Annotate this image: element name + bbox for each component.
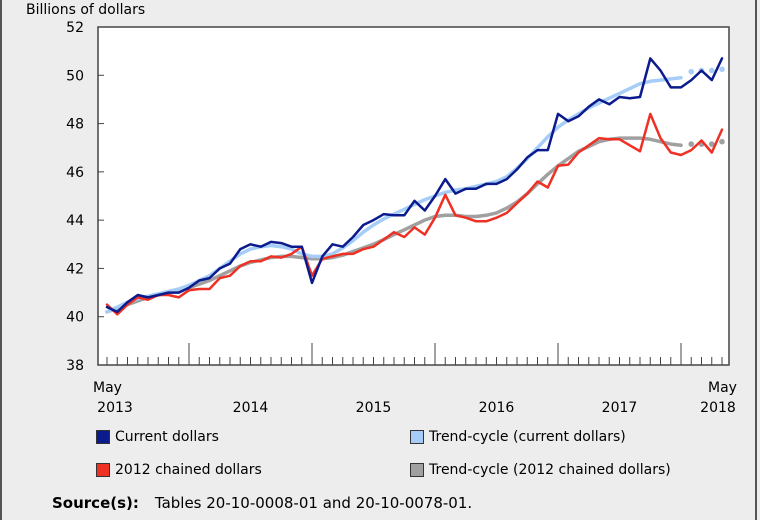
x-tick-year: 2016 [479, 400, 515, 416]
projected-point [708, 141, 715, 147]
y-tick-label: 44 [66, 213, 84, 229]
series-line-2 [105, 112, 724, 316]
y-tick-label: 40 [66, 310, 84, 326]
projected-point [708, 67, 715, 74]
projected-point [688, 141, 695, 147]
y-tick-label: 38 [66, 358, 84, 374]
y-axis-label: Billions of dollars [26, 2, 146, 18]
x-tick-year: 2013 [97, 400, 133, 416]
legend-label: Trend-cycle (current dollars) [429, 429, 626, 445]
projected-point [688, 68, 695, 75]
series-line-0 [105, 57, 724, 314]
legend-item-trend-chained: Trend-cycle (2012 chained dollars) [410, 462, 671, 478]
legend-label: Current dollars [115, 429, 219, 445]
y-tick-label: 48 [66, 117, 84, 133]
legend-swatch [96, 430, 110, 444]
legend-item-chained-dollars: 2012 chained dollars [96, 462, 262, 478]
source-label: Source(s): [52, 494, 139, 512]
legend-item-trend-current: Trend-cycle (current dollars) [410, 429, 626, 445]
x-tick-year: 2015 [356, 400, 392, 416]
projected-point [719, 138, 725, 145]
legend-item-current-dollars: Current dollars [96, 429, 219, 445]
legend-swatch [96, 463, 110, 477]
y-tick-label: 50 [66, 68, 84, 84]
projected-point [719, 66, 725, 73]
source-text: Tables 20-10-0008-01 and 20-10-0078-01. [154, 494, 473, 512]
legend-swatch [410, 430, 424, 444]
x-tick-year: 2014 [233, 400, 269, 416]
y-tick-label: 52 [66, 20, 84, 36]
legend-swatch [410, 463, 424, 477]
source-note: Source(s): Tables 20-10-0008-01 and 20-10… [52, 494, 472, 512]
x-tick-month: May [708, 380, 737, 396]
legend-label: Trend-cycle (2012 chained dollars) [429, 462, 671, 478]
legend-label: 2012 chained dollars [115, 462, 262, 478]
y-tick-label: 42 [66, 261, 84, 277]
plot-area [97, 26, 730, 366]
y-tick-label: 46 [66, 165, 84, 181]
x-tick-month: May [93, 380, 122, 396]
x-tick-year: 2017 [602, 400, 638, 416]
x-tick-year: 2018 [700, 400, 736, 416]
